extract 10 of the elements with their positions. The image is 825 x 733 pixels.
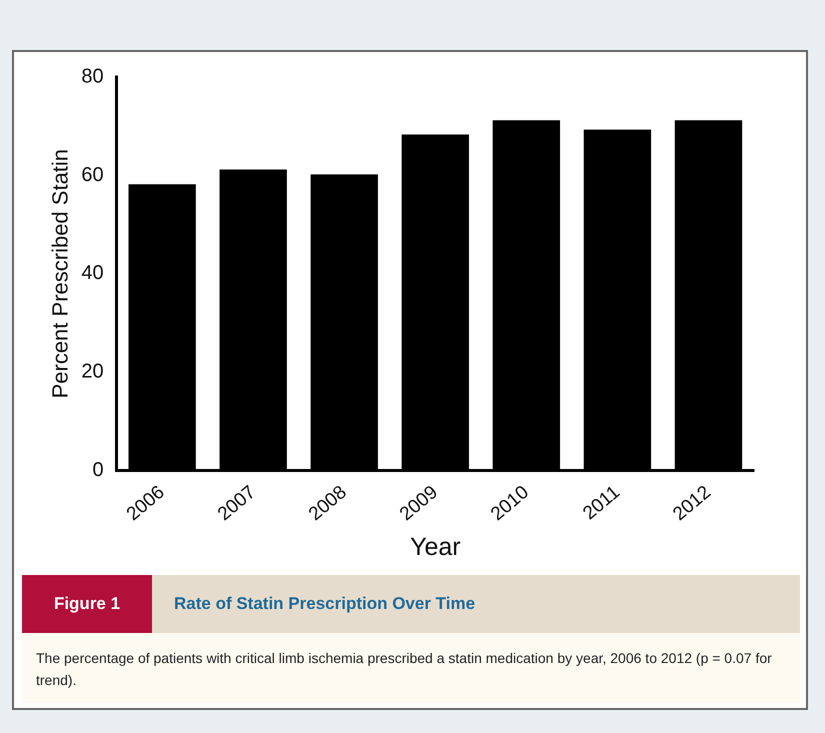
y-tick-label: 40 xyxy=(81,262,104,284)
y-tick-label: 0 xyxy=(92,458,104,481)
caption: Figure 1 xyxy=(22,575,152,633)
y-tick-label: 80 xyxy=(81,66,104,88)
x-axis-title: Year xyxy=(410,532,461,561)
text: Rate of Statin Prescription Over Time xyxy=(174,593,476,615)
y-tick-label: 20 xyxy=(81,360,104,383)
text: The percentage of patients with critical limb ischemia prescribed a statin medication by year, 2006 to 2012 (p = 0.07 for trend). xyxy=(22,633,800,703)
y-axis-title: Percent Prescribed Statin xyxy=(47,148,72,398)
y-tick-label: 60 xyxy=(81,164,104,186)
